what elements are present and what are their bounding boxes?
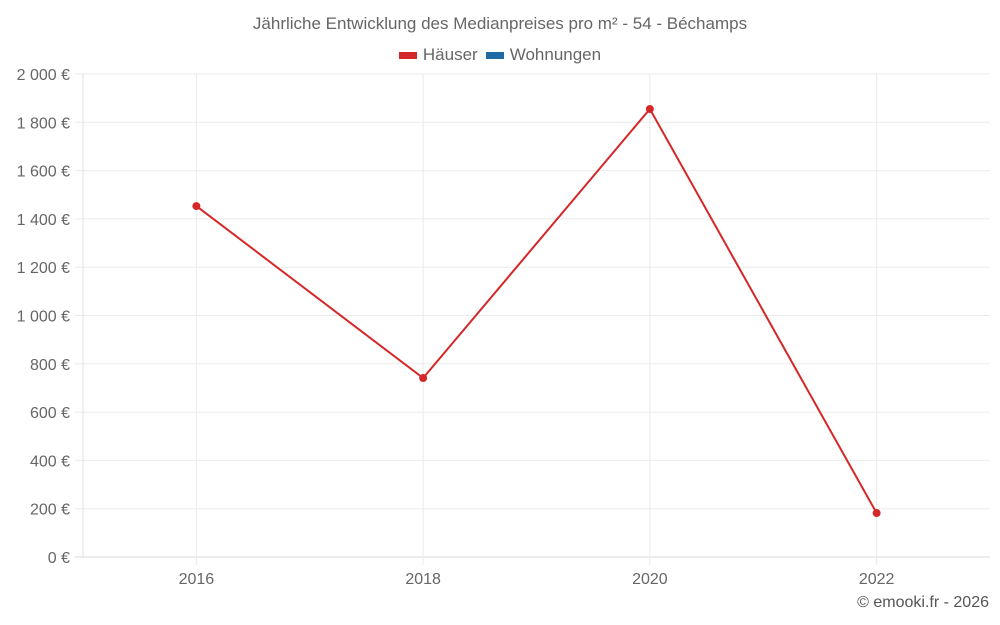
x-tick-label: 2018 xyxy=(405,571,441,588)
legend-item-wohnungen[interactable]: Wohnungen xyxy=(485,45,602,65)
data-point[interactable] xyxy=(419,374,428,383)
y-tick-label: 1 000 € xyxy=(17,309,70,326)
x-tick-label: 2016 xyxy=(179,571,215,588)
legend-label-haeuser: Häuser xyxy=(422,45,478,64)
y-tick-label: 1 200 € xyxy=(17,260,70,277)
y-tick-label: 0 € xyxy=(48,550,70,567)
y-tick-label: 600 € xyxy=(30,405,70,422)
x-tick-label: 2020 xyxy=(632,571,668,588)
grid-lines xyxy=(75,73,990,565)
legend-label-wohnungen: Wohnungen xyxy=(509,45,602,64)
x-tick-label: 2022 xyxy=(859,571,895,588)
legend-swatch-wohnungen xyxy=(485,51,504,59)
legend-item-haeuser[interactable]: Häuser xyxy=(398,45,478,65)
axes: 0 € 200 € 400 € 600 € 800 € 1 000 € 1 200 € 1 4… xyxy=(17,67,895,588)
legend: Häuser Wohnungen xyxy=(0,45,1000,65)
copyright-credit: © emooki.fr - 2026 xyxy=(857,594,989,611)
y-tick-label: 1 400 € xyxy=(17,212,70,229)
data-point[interactable] xyxy=(872,509,881,518)
y-tick-label: 1 600 € xyxy=(17,164,70,181)
y-tick-label: 2 000 € xyxy=(17,67,70,84)
data-point[interactable] xyxy=(192,202,201,211)
y-tick-label: 1 800 € xyxy=(17,115,70,132)
data-point[interactable] xyxy=(645,105,654,114)
series-haeuser xyxy=(192,105,881,518)
chart-title: Jährliche Entwicklung des Medianpreises … xyxy=(252,14,748,33)
y-tick-label: 400 € xyxy=(30,453,70,470)
y-tick-label: 800 € xyxy=(30,357,70,374)
legend-swatch-haeuser xyxy=(398,51,417,59)
y-tick-label: 200 € xyxy=(30,502,70,519)
